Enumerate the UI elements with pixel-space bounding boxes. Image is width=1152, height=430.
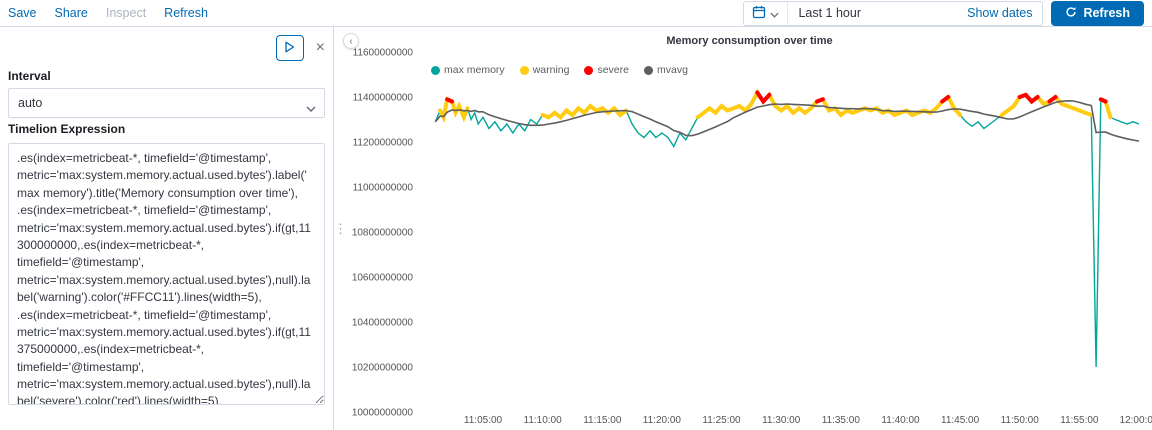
x-axis-tick-label: 11:50:00 (1001, 415, 1040, 426)
series-mvavg (434, 99, 1140, 142)
y-axis-tick-label: 11200000000 (353, 138, 414, 149)
x-axis-tick-label: 11:40:00 (881, 415, 920, 426)
legend-color-dot (584, 65, 594, 75)
time-range-value[interactable]: Last 1 hour (798, 6, 861, 20)
interval-select[interactable]: auto (8, 88, 325, 118)
series-severe (815, 97, 825, 104)
x-axis-tick-label: 11:55:00 (1060, 415, 1099, 426)
grip-dots-icon: ⋮ (334, 220, 347, 236)
editor-toolbar: × (8, 33, 325, 63)
legend-label: mvavg (656, 64, 688, 76)
timelion-chart[interactable]: 11600000000 11400000000 11200000000 1100000… (347, 27, 1152, 430)
x-axis-tick-label: 11:10:00 (524, 415, 563, 426)
legend-label: max memory (444, 64, 505, 76)
chart-title: Memory consumption over time (666, 35, 833, 47)
panel-resizer[interactable]: ⋮ (334, 27, 347, 430)
y-axis-tick-label: 11600000000 (353, 48, 414, 59)
y-axis-tick-label: 10600000000 (352, 273, 414, 284)
close-icon: × (315, 39, 325, 56)
chevron-down-icon (306, 101, 316, 115)
top-nav-bar: Save Share Inspect Refresh Last 1 hour S… (0, 0, 1152, 27)
time-picker: Last 1 hour Show dates Refresh (743, 0, 1144, 26)
y-axis-tick-label: 10200000000 (352, 363, 414, 374)
inspect-button[interactable]: Inspect (105, 6, 147, 20)
y-axis-tick-label: 11000000000 (353, 183, 414, 194)
series-severe (755, 90, 772, 105)
legend-item: severe (584, 64, 629, 76)
series-warning (999, 92, 1094, 117)
chevron-down-icon (770, 6, 780, 21)
series-warning (695, 88, 963, 120)
y-axis-tick-label: 10000000000 (352, 408, 414, 419)
refresh-icon (1065, 6, 1077, 21)
y-axis-tick-label: 10800000000 (352, 228, 414, 239)
chart-legend: max memory warning severe mvavg (431, 64, 688, 76)
series-max-memory (434, 91, 1140, 368)
share-button[interactable]: Share (54, 6, 88, 20)
series-warning (540, 103, 629, 121)
expression-label: Timelion Expression (8, 122, 126, 136)
time-picker-group: Last 1 hour Show dates (743, 0, 1044, 26)
x-axis-tick-label: 11:20:00 (643, 415, 682, 426)
x-axis-tick-label: 11:35:00 (822, 415, 861, 426)
chevron-left-icon: ‹ (349, 35, 353, 47)
series-severe (940, 95, 951, 104)
play-icon (284, 41, 295, 56)
close-editor-button[interactable]: × (316, 40, 325, 56)
legend-item: mvavg (643, 64, 688, 76)
refresh-button-label: Refresh (1083, 6, 1130, 20)
x-axis-tick-label: 12:00:00 (1120, 415, 1152, 426)
legend-color-dot (519, 65, 529, 75)
main-content: × Interval auto Timelion Expression .es(… (0, 27, 1152, 430)
collapse-editor-button[interactable]: ‹ (343, 33, 359, 49)
refresh-button[interactable]: Refresh (1051, 0, 1144, 26)
y-axis-tick-label: 10400000000 (352, 318, 414, 329)
save-button[interactable]: Save (8, 6, 37, 20)
legend-item: max memory (431, 64, 505, 76)
legend-color-dot (431, 65, 440, 75)
series-severe (1017, 92, 1040, 105)
timelion-expression-input[interactable]: .es(index=metricbeat-*, timefield='@time… (8, 143, 325, 405)
y-axis-tick-label: 11400000000 (353, 93, 414, 104)
show-dates-button[interactable]: Show dates (967, 6, 1033, 20)
series-warning (438, 96, 470, 124)
interval-label: Interval (8, 69, 51, 83)
timelion-editor-panel: × Interval auto Timelion Expression .es(… (0, 27, 334, 430)
interval-selected-value: auto (18, 96, 43, 110)
app-menu: Save Share Inspect Refresh (8, 6, 208, 20)
x-axis-tick-label: 11:30:00 (762, 415, 801, 426)
x-axis-tick-label: 11:45:00 (941, 415, 980, 426)
refresh-menu-button[interactable]: Refresh (164, 6, 208, 20)
legend-label: warning (532, 64, 570, 76)
series-severe (1098, 97, 1108, 104)
x-axis-tick-label: 11:15:00 (583, 415, 622, 426)
date-quick-select-button[interactable] (744, 1, 789, 25)
series-severe (1047, 95, 1058, 104)
calendar-icon (752, 5, 766, 22)
x-axis-tick-label: 11:05:00 (464, 415, 503, 426)
x-axis-tick-label: 11:25:00 (702, 415, 741, 426)
legend-color-dot (643, 65, 653, 75)
chart-panel: ‹ Memory consumption over time max memor… (343, 27, 1152, 430)
legend-item: warning (519, 64, 570, 76)
legend-label: severe (597, 64, 629, 76)
series-severe (445, 97, 454, 104)
apply-expression-button[interactable] (275, 35, 304, 61)
